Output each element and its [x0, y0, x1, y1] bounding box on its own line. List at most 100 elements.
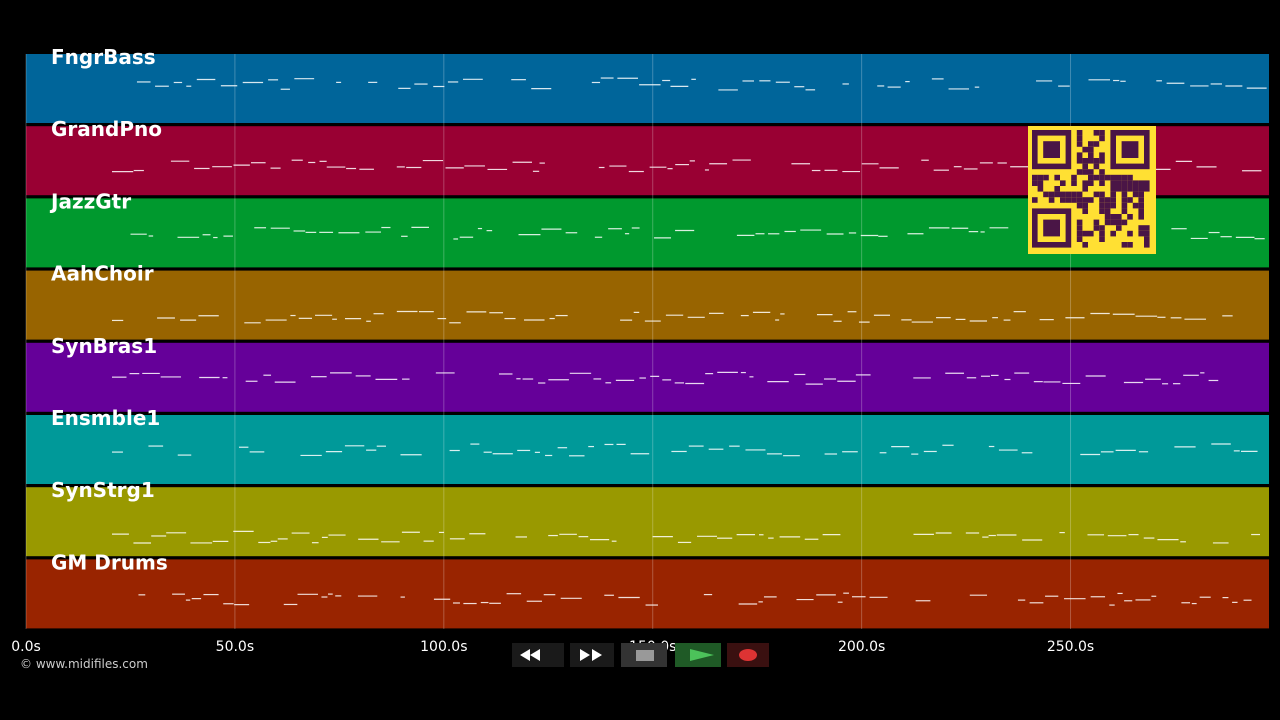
x-tick-label: 100.0s — [420, 639, 467, 655]
qr-module — [1082, 169, 1088, 175]
qr-module — [1104, 219, 1111, 226]
qr-module — [1099, 130, 1105, 136]
qr-module — [1099, 174, 1105, 181]
qr-module — [1121, 219, 1128, 226]
x-tick-label: 0.0s — [11, 639, 41, 655]
qr-module — [1099, 202, 1105, 209]
track-lane — [26, 342, 1269, 412]
qr-module — [1110, 202, 1116, 209]
qr-module — [1099, 191, 1105, 198]
qr-module — [1076, 236, 1083, 242]
qr-module — [1088, 158, 1094, 164]
qr-module — [1116, 180, 1122, 186]
track-name: FngrBass — [51, 45, 156, 69]
qr-module — [1043, 191, 1049, 198]
qr-module — [1088, 169, 1094, 175]
qr-module — [1121, 242, 1128, 248]
transport-controls — [512, 643, 769, 667]
qr-module — [1144, 180, 1150, 186]
qr-module — [1088, 197, 1094, 203]
qr-module — [1099, 230, 1105, 237]
qr-module — [1127, 242, 1133, 248]
qr-module — [1088, 146, 1094, 153]
qr-module — [1076, 230, 1083, 237]
qr-module — [1144, 230, 1150, 237]
qr-module — [1071, 197, 1077, 203]
qr-module — [1032, 174, 1038, 181]
qr-module — [1076, 225, 1083, 231]
qr-module — [1138, 208, 1144, 214]
qr-module — [1088, 180, 1094, 186]
qr-code — [1028, 126, 1156, 254]
qr-module — [1060, 180, 1066, 186]
qr-module — [1104, 202, 1111, 209]
qr-module — [1088, 152, 1094, 158]
qr-module — [1138, 197, 1144, 203]
qr-module — [1076, 197, 1083, 203]
track-name: GrandPno — [51, 117, 162, 141]
qr-module — [1048, 197, 1055, 203]
qr-module — [1132, 191, 1139, 198]
qr-module — [1076, 130, 1083, 136]
qr-module — [1082, 230, 1088, 237]
qr-module — [1144, 236, 1150, 242]
track-name: Ensmble1 — [51, 406, 160, 430]
qr-module — [1099, 169, 1105, 175]
qr-module — [1144, 242, 1150, 248]
qr-module — [1076, 219, 1083, 226]
qr-module — [1138, 230, 1144, 237]
qr-module — [1076, 152, 1083, 158]
x-tick-label: 200.0s — [838, 639, 885, 655]
qr-module — [1082, 186, 1088, 192]
qr-module — [1032, 197, 1038, 203]
qr-module — [1099, 236, 1105, 242]
qr-module — [1138, 186, 1144, 192]
qr-finder — [1043, 219, 1060, 237]
qr-module — [1138, 225, 1144, 231]
qr-module — [1110, 197, 1116, 203]
qr-module — [1037, 186, 1044, 192]
qr-module — [1116, 214, 1122, 220]
qr-module — [1065, 197, 1072, 203]
qr-module — [1093, 225, 1100, 231]
qr-module — [1127, 214, 1133, 220]
qr-module — [1132, 180, 1139, 186]
qr-module — [1121, 202, 1128, 209]
qr-module — [1121, 197, 1128, 203]
qr-module — [1099, 197, 1105, 203]
copyright: © www.midifiles.com — [20, 657, 148, 671]
track-lane — [26, 559, 1269, 629]
qr-module — [1054, 174, 1060, 181]
qr-module — [1093, 158, 1100, 164]
track-name: AahChoir — [51, 262, 154, 286]
qr-module — [1138, 191, 1144, 198]
qr-module — [1082, 197, 1088, 203]
qr-module — [1060, 191, 1066, 198]
qr-module — [1076, 169, 1083, 175]
x-tick-label: 50.0s — [216, 639, 254, 655]
qr-module — [1110, 186, 1116, 192]
track-name: JazzGtr — [49, 189, 131, 213]
qr-module — [1127, 230, 1133, 237]
qr-module — [1144, 186, 1150, 192]
qr-module — [1132, 202, 1139, 209]
qr-module — [1054, 186, 1060, 192]
qr-module — [1065, 191, 1072, 198]
qr-module — [1121, 191, 1128, 198]
track-name: SynBras1 — [51, 334, 157, 358]
qr-module — [1121, 208, 1128, 214]
qr-module — [1110, 214, 1116, 220]
qr-module — [1144, 225, 1150, 231]
qr-module — [1110, 180, 1116, 186]
play-icon — [690, 649, 714, 661]
qr-module — [1054, 191, 1060, 198]
qr-module — [1110, 230, 1116, 237]
qr-module — [1032, 180, 1038, 186]
rewind-icon — [520, 649, 540, 661]
qr-finder — [1121, 141, 1139, 158]
qr-module — [1104, 208, 1111, 214]
qr-module — [1116, 174, 1122, 181]
qr-module — [1043, 174, 1049, 181]
